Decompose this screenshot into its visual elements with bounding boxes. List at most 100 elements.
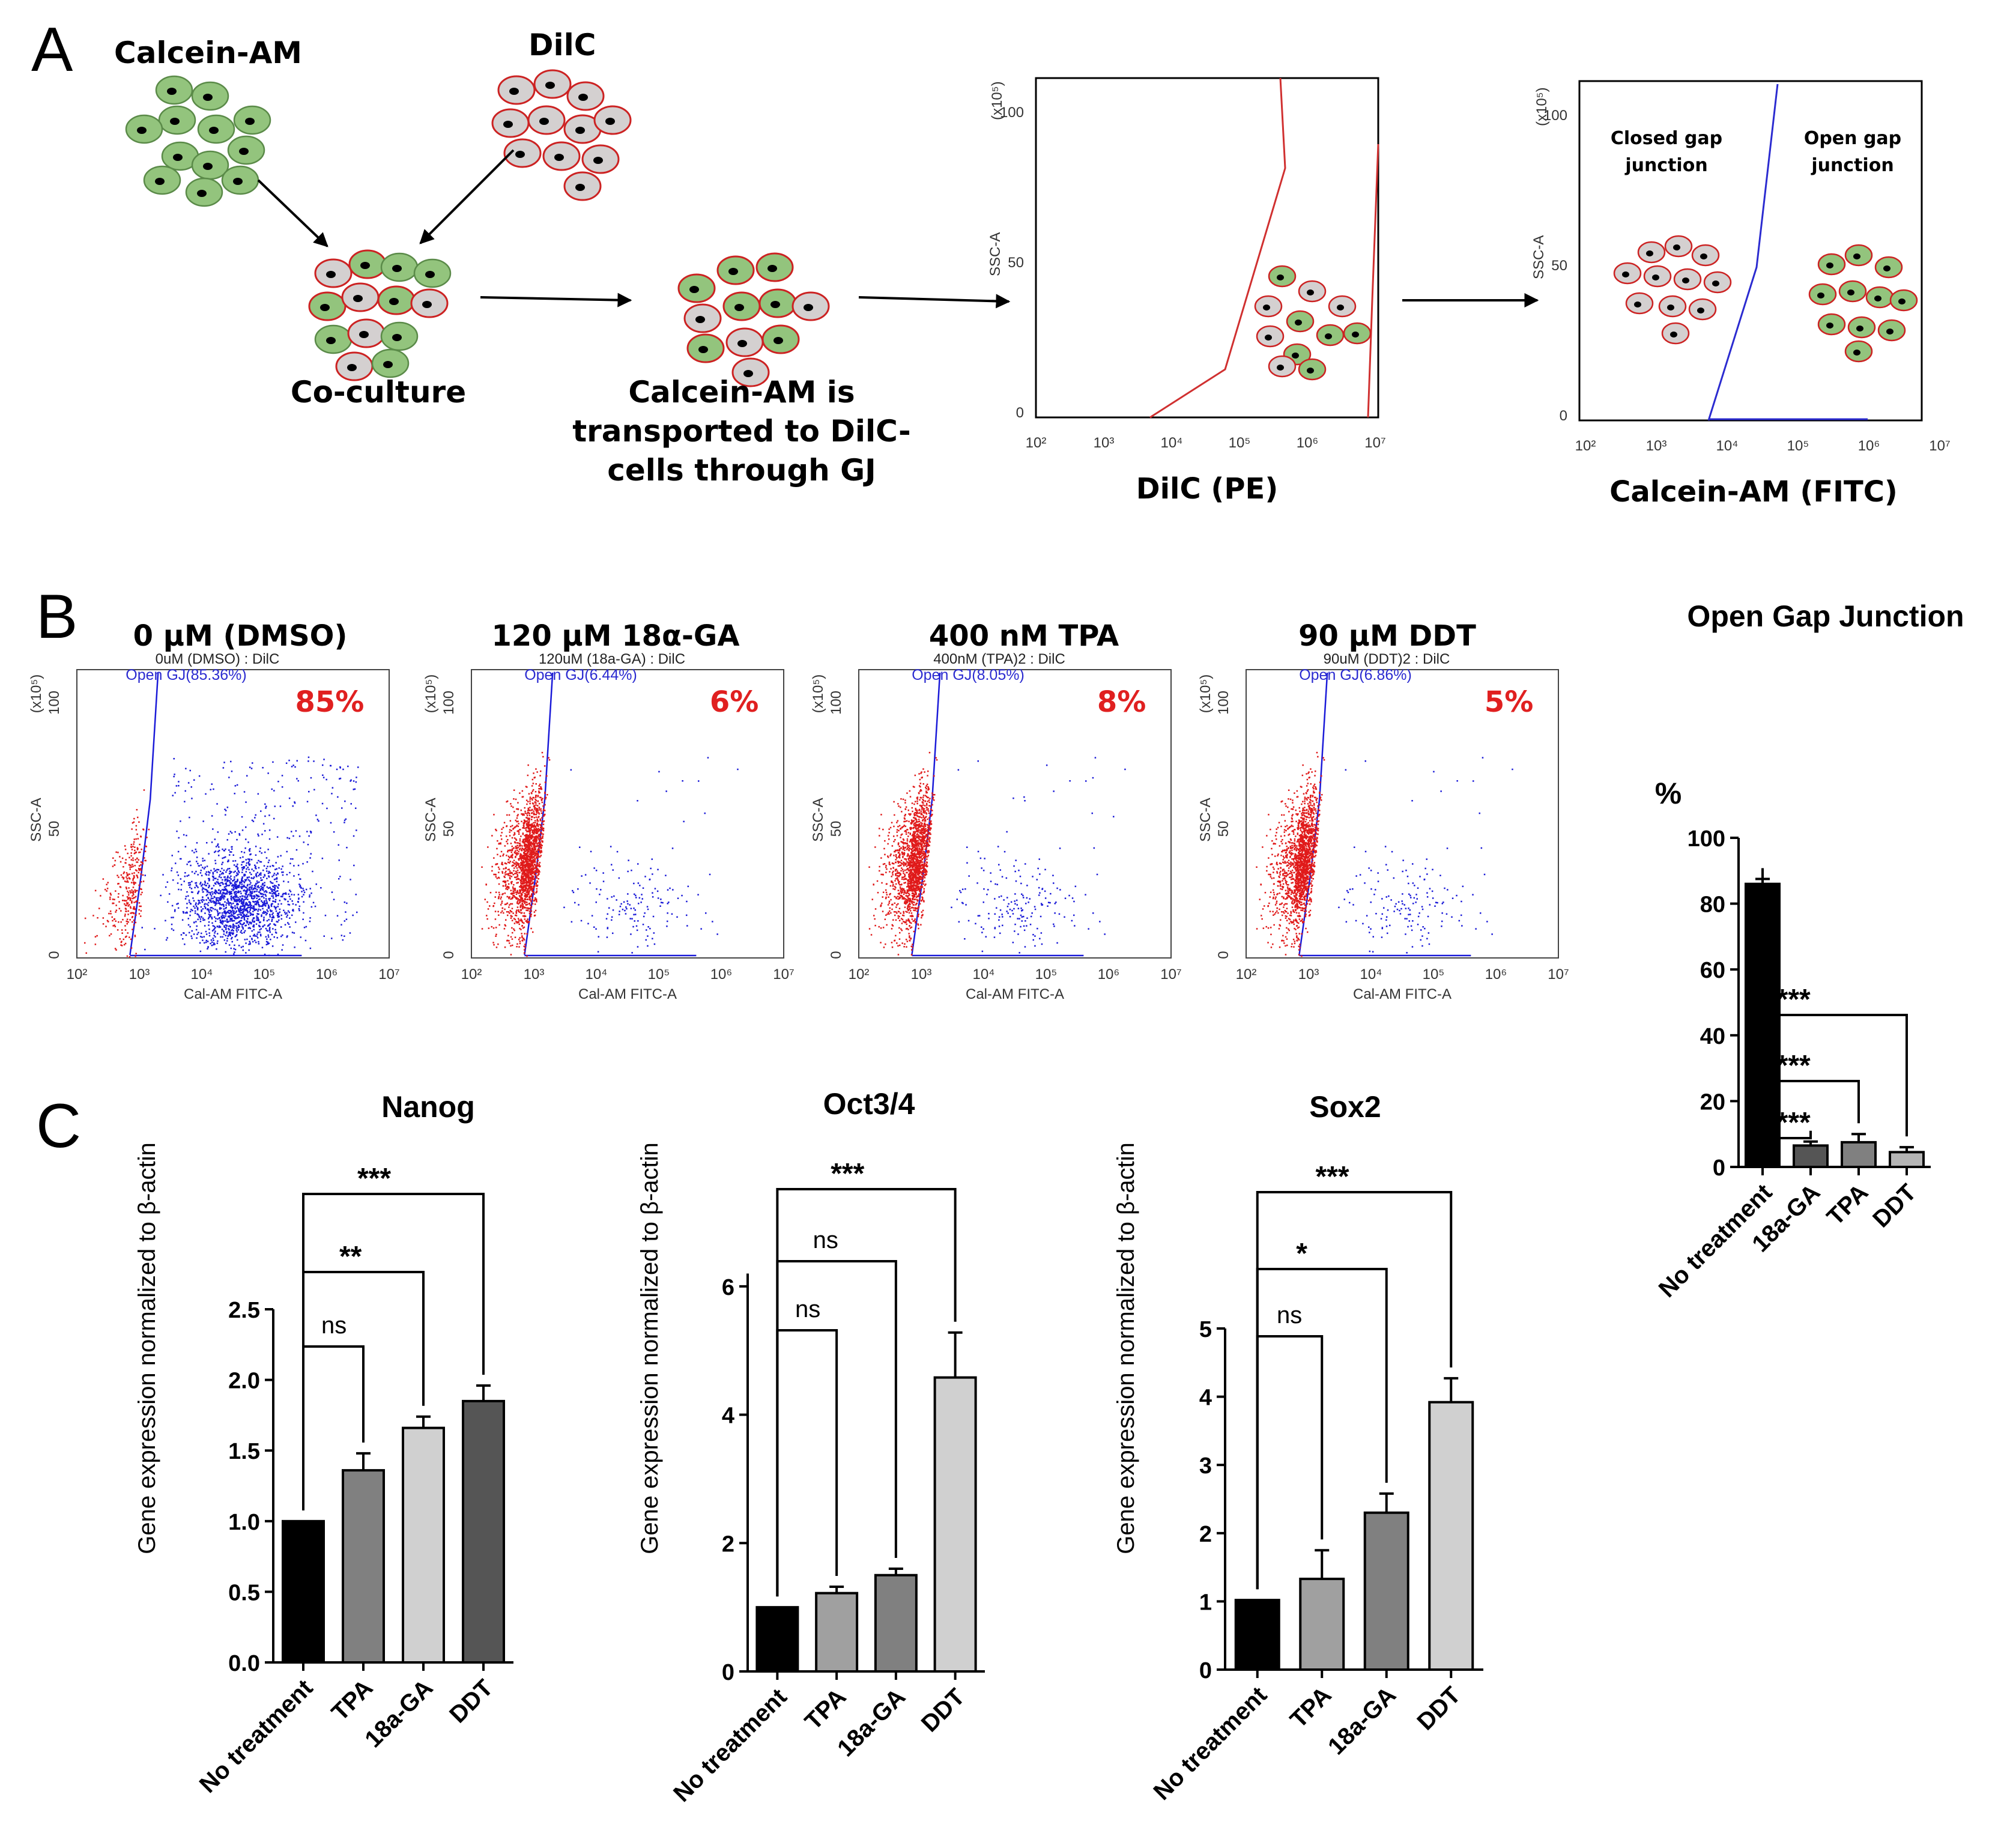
chart-bar [402, 1426, 445, 1664]
chart-ytick-label: 2 [1199, 1522, 1212, 1547]
chart-category-label: 18a-GA [360, 1674, 438, 1753]
coculture-label: Co-culture [291, 375, 466, 410]
panel-label-c: C [36, 1091, 81, 1161]
flow-plot-subtitle: 90uM (DDT)2 : DilC [1324, 651, 1450, 667]
flow-plot-xtick: 10⁷ [1160, 966, 1181, 983]
chart-category-label: 18a-GA [1323, 1682, 1401, 1760]
calcein-label: Calcein-AM [114, 35, 302, 70]
dilc-label: DilC [528, 28, 596, 62]
flow-plot-title: 120 µM 18α-GA [492, 619, 740, 653]
svg-text:10³: 10³ [1094, 435, 1115, 451]
chart-ylabel: Gene expression normalized to β-actin [637, 1142, 663, 1554]
flow-dots-red [84, 789, 150, 958]
chart-ytick-label: 1.0 [228, 1510, 260, 1535]
chart-significance-bracket [776, 1329, 838, 1597]
flow-plot-xtick: 10⁵ [253, 966, 276, 983]
chart-nanog: Nanog 0.0 0.5 1.0 1.5 2.0 2.5 Gene expression n… [134, 1090, 513, 1798]
open-gap-cells-icon [1808, 244, 1918, 363]
flow-plot-xlabel: Cal-AM FITC-A [184, 986, 282, 1002]
flow-plot-yscale: (x10⁵) [810, 674, 826, 713]
svg-text:10⁴: 10⁴ [1160, 435, 1182, 451]
arrow-calcein-to-coculture [257, 179, 328, 247]
chart-title: Oct3/4 [823, 1087, 915, 1121]
svg-text:10²: 10² [1575, 438, 1596, 454]
closed-gap-cells-icon [1613, 235, 1732, 345]
flow-plot-ytick: 100 [1215, 691, 1232, 715]
flow-plot-ylabel: SSC-A [1197, 798, 1214, 841]
panel-label-a: A [31, 15, 73, 85]
svg-text:10⁴: 10⁴ [1716, 438, 1738, 454]
flow-dots [481, 751, 739, 957]
flow-plot-xtick: 10⁶ [1098, 966, 1120, 983]
flow-plot-xtick: 10⁶ [1485, 966, 1507, 983]
plot1-xlabel: DilC (PE) [1136, 472, 1279, 506]
panel-b-flow-plots: 0 µM (DMSO)0uM (DMSO) : DilC SSC-A (x10⁵) 0… [28, 619, 1569, 1002]
flow-percent-label: 6% [710, 685, 759, 719]
chart-ylabel: % [1655, 777, 1682, 810]
chart-ytick-label: 1 [1199, 1590, 1212, 1615]
flow-dots-blue [951, 757, 1126, 954]
flow-plot-xtick: 10³ [129, 966, 150, 983]
flow-plot-xtick: 10⁶ [710, 966, 733, 983]
flow-plot-ytick: 100 [828, 691, 844, 715]
chart-category-label: TPA [1285, 1682, 1337, 1733]
flow-plot-xlabel: Cal-AM FITC-A [1353, 986, 1451, 1002]
open-gap-line1: Open gap [1804, 128, 1901, 149]
svg-text:10⁶: 10⁶ [1297, 435, 1319, 451]
plot2-yscale: (x10⁵) [1534, 87, 1550, 126]
chart-title: Nanog [381, 1090, 475, 1124]
flow-plot-title: 0 µM (DMSO) [133, 619, 348, 653]
schematic-plot-calcein: (x10⁵) SSC-A 0 50 100 10² 10³ 10⁴ 10⁵ 10… [1531, 80, 1951, 509]
chart-bar [1234, 1599, 1280, 1671]
chart-bar [933, 1376, 977, 1673]
flow-plot-xtick: 10⁵ [1423, 966, 1445, 983]
chart-ytick-label: 4 [722, 1404, 734, 1429]
flow-plot-xtick: 10⁵ [1035, 966, 1058, 983]
flow-plot-frame [76, 669, 390, 959]
chart-ytick-label: 3 [1199, 1453, 1212, 1479]
chart-significance-label: *** [1316, 1161, 1349, 1193]
chart-bar [1363, 1511, 1409, 1671]
flow-dots-red [1256, 751, 1325, 957]
flow-plot-xtick: 10⁴ [1360, 966, 1382, 983]
chart-significance-label: *** [357, 1163, 391, 1195]
svg-text:10⁶: 10⁶ [1858, 438, 1880, 454]
svg-text:0: 0 [1016, 405, 1024, 421]
flow-plot-yscale: (x10⁵) [28, 674, 44, 713]
chart-ytick-label: 4 [1199, 1386, 1212, 1411]
chart-category-label: DDT [1868, 1179, 1921, 1232]
plot2-xlabel: Calcein-AM (FITC) [1609, 475, 1898, 509]
flow-plot-xtick: 10⁴ [585, 966, 607, 983]
svg-text:10⁷: 10⁷ [1364, 435, 1385, 451]
flow-dots [868, 751, 1126, 956]
flow-plot: 0 µM (DMSO)0uM (DMSO) : DilC SSC-A (x10⁵) 0… [28, 619, 400, 1002]
closed-gap-line1: Closed gap [1611, 128, 1722, 149]
svg-text:10⁵: 10⁵ [1229, 435, 1251, 451]
flow-plot-ytick: 100 [46, 691, 62, 715]
chart-significance-label: ns [1277, 1302, 1302, 1328]
flow-plot-frame [858, 669, 1172, 959]
svg-text:10³: 10³ [1646, 438, 1667, 454]
flow-dots [1256, 751, 1513, 957]
chart-ytick-label: 2.5 [228, 1298, 260, 1323]
chart-category-label: No treatment [195, 1674, 318, 1798]
flow-plot-ylabel: SSC-A [423, 798, 439, 841]
flow-plot-xtick: 10⁴ [190, 966, 213, 983]
transport-line2: transported to DilC- [572, 414, 911, 449]
schematic-plot-dilc: (x10⁵) SSC-A 0 50 100 10² 10³ 10⁴ 10⁵ 10… [987, 77, 1386, 506]
chart-category-label: TPA [327, 1674, 378, 1726]
chart-significance-label: ns [813, 1227, 838, 1253]
chart-significance-bracket [1256, 1335, 1324, 1590]
chart-ytick-label: 0.5 [228, 1580, 260, 1605]
flow-gate-label: Open GJ(8.05%) [912, 667, 1025, 683]
flow-plot-ytick: 50 [46, 821, 62, 837]
chart-category-label: TPA [800, 1683, 852, 1735]
flow-plot-xtick: 10² [849, 966, 870, 983]
chart-ytick-label: 1.5 [228, 1439, 260, 1464]
chart-ytick-label: 80 [1700, 892, 1725, 918]
svg-text:50: 50 [1551, 258, 1567, 274]
